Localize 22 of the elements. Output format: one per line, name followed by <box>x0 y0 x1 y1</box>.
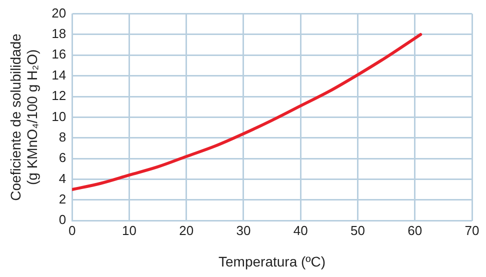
y-tick-label: 8 <box>58 129 66 144</box>
y-tick-label: 20 <box>52 5 66 20</box>
y-axis-title: Coeficiente de solubilidade (g KMnO₄/100 g H₂O) <box>7 33 40 201</box>
x-tick-label: 30 <box>236 222 251 238</box>
x-tick-label: 60 <box>408 222 422 238</box>
x-tick-label: 70 <box>464 222 480 238</box>
x-tick-label: 10 <box>122 222 136 238</box>
y-tick-label: 18 <box>52 26 66 42</box>
x-tick-label: 0 <box>68 222 76 238</box>
y-tick-label: 0 <box>58 212 66 228</box>
line-series <box>72 32 422 192</box>
y-tick-label: 6 <box>58 150 66 166</box>
y-tick-label: 12 <box>52 88 66 104</box>
y-tick-label: 16 <box>52 46 66 62</box>
x-axis-title: Temperatura (ºC) <box>218 253 326 270</box>
x-tick-label: 40 <box>293 222 308 238</box>
x-tick-label: 20 <box>179 222 194 238</box>
y-tick-label: 2 <box>58 192 66 206</box>
y-tick-label: 4 <box>58 170 66 186</box>
y-tick-label: 10 <box>52 108 66 124</box>
x-tick-label: 50 <box>350 222 365 238</box>
y-tick-label: 14 <box>52 67 66 82</box>
